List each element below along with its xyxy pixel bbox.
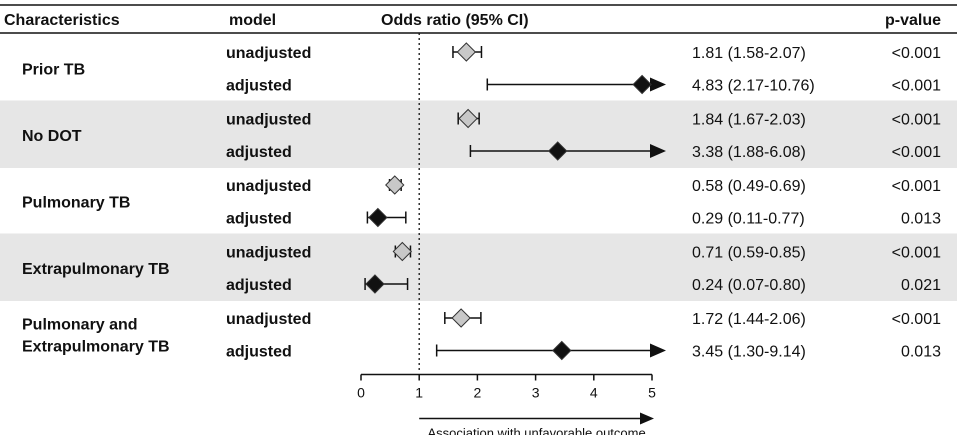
model-label: adjusted <box>226 344 292 361</box>
odds-ratio-marker <box>456 42 477 62</box>
p-value: <0.001 <box>892 245 941 262</box>
group-band-1 <box>0 100 957 168</box>
forest-row-7: adjusted 0.24 (0.07-0.80) 0.021 <box>226 274 941 294</box>
association-label: Association with unfavorable outcome <box>427 426 645 435</box>
x-axis: 0 1 2 3 4 5 <box>357 373 656 401</box>
forest-row-5: adjusted 0.29 (0.11-0.77) 0.013 <box>226 207 941 228</box>
p-value: 0.013 <box>901 211 941 228</box>
group-label-0: Prior TB <box>22 61 85 78</box>
header-row: Characteristics model Odds ratio (95% CI… <box>4 12 941 29</box>
forest-rows: unadjusted 1.81 (1.58-2.07) <0.001adjusted… <box>226 42 941 361</box>
p-value: <0.001 <box>892 78 941 95</box>
model-label: unadjusted <box>226 311 311 328</box>
odds-ratio-marker <box>458 108 478 129</box>
p-value: 0.013 <box>901 344 941 361</box>
odds-ratio-marker <box>552 340 572 361</box>
forest-row-4: unadjusted 0.58 (0.49-0.69) <0.001 <box>226 175 941 195</box>
odds-ratio-marker <box>365 274 385 294</box>
forest-row-9: adjusted 3.45 (1.30-9.14) 0.013 <box>226 340 941 361</box>
axis-tick-label: 3 <box>532 385 540 401</box>
group-label-3: Extrapulmonary TB <box>22 261 170 278</box>
forest-row-3: adjusted 3.38 (1.88-6.08) <0.001 <box>226 141 941 161</box>
association-arrow-head <box>640 412 654 425</box>
odds-ratio-value: 4.83 (2.17-10.76) <box>692 78 815 95</box>
model-label: unadjusted <box>226 112 311 129</box>
axis-tick-label: 0 <box>357 385 365 401</box>
p-value: <0.001 <box>892 45 941 62</box>
axis-tick-label: 2 <box>474 385 482 401</box>
ci-arrow <box>650 144 666 158</box>
forest-row-8: unadjusted 1.72 (1.44-2.06) <0.001 <box>226 308 941 328</box>
header-p-value: p-value <box>885 12 941 29</box>
ci-arrow <box>650 343 666 358</box>
p-value: <0.001 <box>892 144 941 161</box>
model-label: adjusted <box>226 211 292 228</box>
group-label-1: No DOT <box>22 128 82 145</box>
p-value: <0.001 <box>892 311 941 328</box>
model-label: unadjusted <box>226 178 311 195</box>
odds-ratio-marker <box>368 207 388 228</box>
forest-row-2: unadjusted 1.84 (1.67-2.03) <0.001 <box>226 108 941 129</box>
odds-ratio-value: 3.38 (1.88-6.08) <box>692 144 806 161</box>
axis-note: Association with unfavorable outcome <box>419 412 654 435</box>
axis-tick-label: 5 <box>648 385 656 401</box>
model-label: unadjusted <box>226 45 311 62</box>
forest-row-1: adjusted 4.83 (2.17-10.76) <0.001 <box>226 74 941 95</box>
table-rules <box>0 4 957 34</box>
odds-ratio-value: 1.72 (1.44-2.06) <box>692 311 806 328</box>
forest-row-0: unadjusted 1.81 (1.58-2.07) <0.001 <box>226 42 941 62</box>
model-label: adjusted <box>226 144 292 161</box>
ci-arrow <box>650 77 666 92</box>
odds-ratio-value: 3.45 (1.30-9.14) <box>692 344 806 361</box>
odds-ratio-marker <box>392 241 413 262</box>
axis-tick-label: 4 <box>590 385 598 401</box>
axis-tick-label: 1 <box>415 385 423 401</box>
row-bands: Prior TB No DOT Pulmonary TB Extrapulmonary… <box>0 61 957 355</box>
odds-ratio-marker <box>632 74 652 95</box>
p-value: <0.001 <box>892 178 941 195</box>
odds-ratio-marker <box>548 141 568 161</box>
p-value: 0.021 <box>901 277 941 294</box>
odds-ratio-marker <box>385 175 405 195</box>
odds-ratio-value: 0.58 (0.49-0.69) <box>692 178 806 195</box>
header-characteristics: Characteristics <box>4 12 120 29</box>
p-value: <0.001 <box>892 112 941 129</box>
group-label-2: Pulmonary TB <box>22 194 130 211</box>
model-label: adjusted <box>226 277 292 294</box>
group-label-4: Pulmonary and <box>22 316 138 333</box>
forest-row-6: unadjusted 0.71 (0.59-0.85) <0.001 <box>226 241 941 262</box>
model-label: unadjusted <box>226 245 311 262</box>
header-model: model <box>229 12 276 29</box>
header-odds-ratio: Odds ratio (95% CI) <box>381 12 529 29</box>
odds-ratio-value: 0.29 (0.11-0.77) <box>692 211 805 228</box>
odds-ratio-value: 0.71 (0.59-0.85) <box>692 245 806 262</box>
odds-ratio-marker <box>451 308 471 328</box>
odds-ratio-value: 0.24 (0.07-0.80) <box>692 277 806 294</box>
odds-ratio-value: 1.84 (1.67-2.03) <box>692 112 806 129</box>
model-label: adjusted <box>226 78 292 95</box>
odds-ratio-value: 1.81 (1.58-2.07) <box>692 45 806 62</box>
group-band-3 <box>0 233 957 301</box>
group-label-4: Extrapulmonary TB <box>22 338 170 355</box>
